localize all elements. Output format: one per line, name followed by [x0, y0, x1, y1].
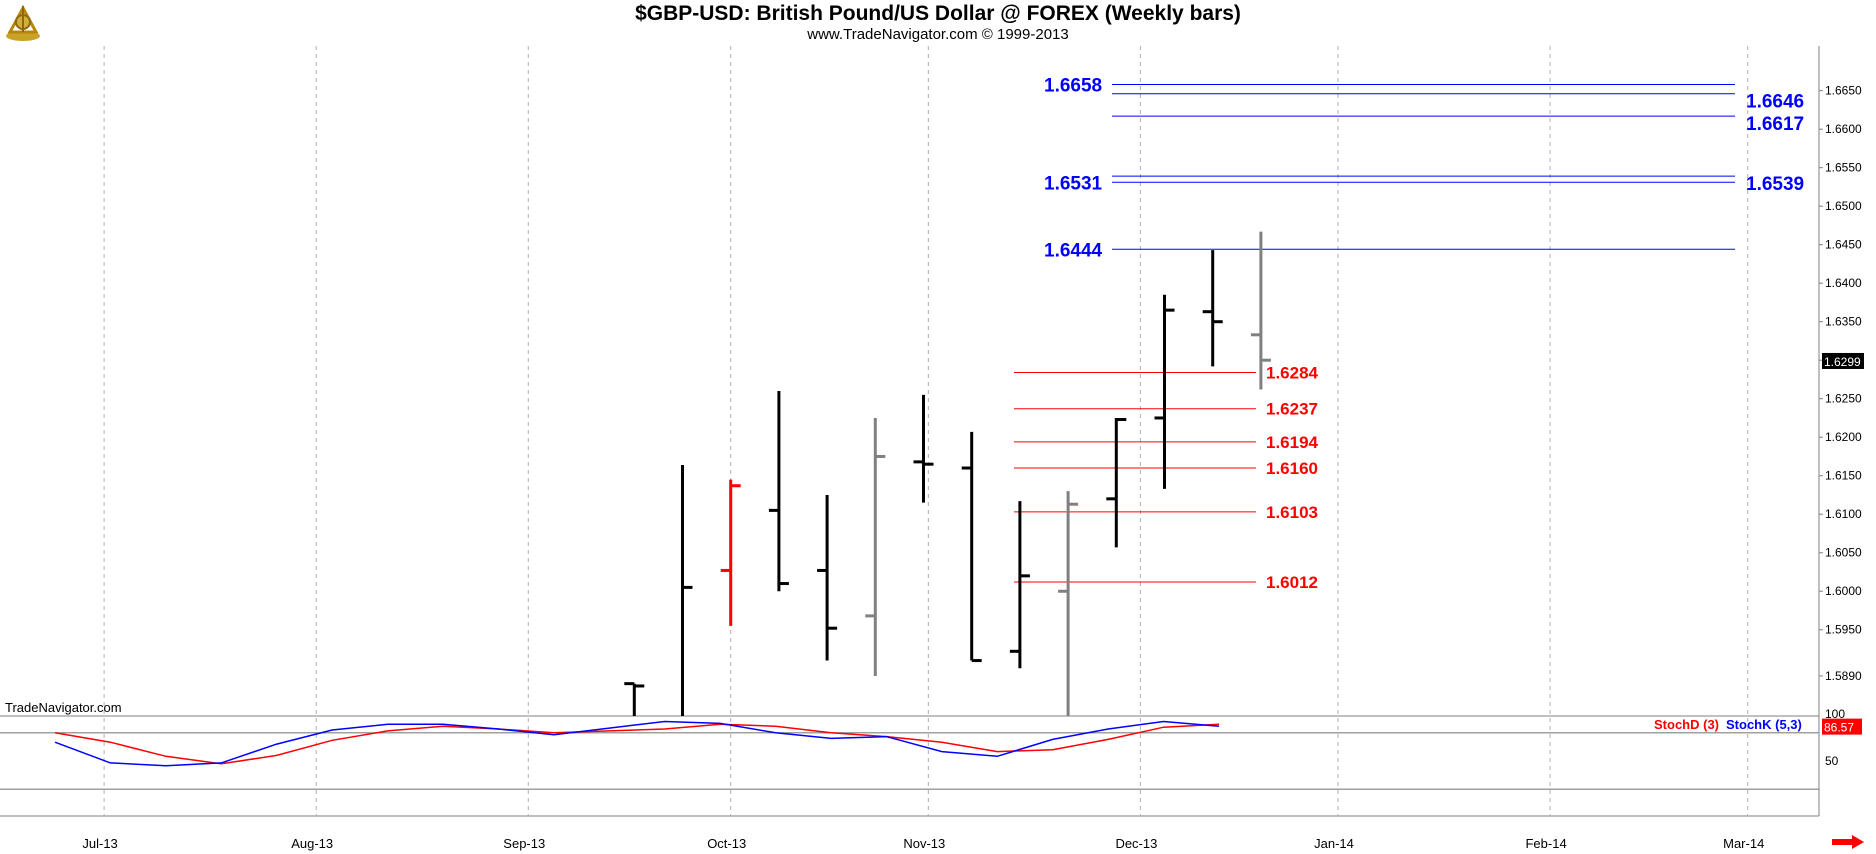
scroll-right-arrow-icon[interactable]: [1830, 834, 1866, 850]
stoch-series-line: [54, 723, 1220, 765]
stoch-series-line: [54, 720, 1220, 767]
x-tick-label: Dec-13: [1115, 836, 1157, 851]
resistance-label: 1.6658: [1044, 76, 1102, 97]
x-tick-label: Aug-13: [291, 836, 333, 851]
support-label: 1.6012: [1266, 573, 1318, 592]
price-tick-label: 1.6650: [1825, 84, 1862, 98]
support-label: 1.6284: [1266, 364, 1319, 383]
support-label: 1.6237: [1266, 400, 1318, 419]
resistance-label: 1.6539: [1746, 174, 1804, 195]
support-label: 1.6160: [1266, 459, 1318, 478]
price-tick-label: 1.6200: [1825, 430, 1862, 444]
chart-subtitle: www.TradeNavigator.com © 1999-2013: [807, 26, 1069, 43]
stoch-tick-label: 100: [1825, 707, 1845, 721]
price-tick-label: 1.6100: [1825, 507, 1862, 521]
resistance-label: 1.6617: [1746, 114, 1804, 135]
price-tick-label: 1.5950: [1825, 623, 1862, 637]
last-price-tag: [1822, 352, 1864, 369]
x-tick-label: Jan-14: [1314, 836, 1354, 851]
legend-stochk: StochK (5,3): [1726, 717, 1802, 732]
price-tick-label: 1.6150: [1825, 469, 1862, 483]
resistance-label: 1.6444: [1044, 240, 1103, 261]
chart-title: $GBP-USD: British Pound/US Dollar @ FORE…: [635, 2, 1241, 25]
price-tick-label: 1.6550: [1825, 161, 1862, 175]
x-tick-label: Mar-14: [1723, 836, 1764, 851]
price-tick-label: 1.6000: [1825, 584, 1862, 598]
gold-sextant-logo-icon: [6, 4, 40, 41]
watermark-text: TradeNavigator.com: [5, 700, 122, 715]
price-tick-label: 1.6250: [1825, 392, 1862, 406]
price-tick-label: 1.6600: [1825, 122, 1862, 136]
resistance-label: 1.6531: [1044, 173, 1103, 194]
x-tick-label: Feb-14: [1525, 836, 1566, 851]
support-label: 1.6103: [1266, 503, 1318, 522]
price-tick-label: 1.6400: [1825, 276, 1862, 290]
stoch-value-label: 86.57: [1824, 721, 1854, 735]
support-label: 1.6194: [1266, 433, 1319, 452]
price-tick-label: 1.6450: [1825, 238, 1862, 252]
price-tick-label: 1.6500: [1825, 199, 1862, 213]
price-tick-label: 1.6050: [1825, 546, 1862, 560]
x-tick-label: Oct-13: [707, 836, 746, 851]
price-tick-label: 1.6350: [1825, 315, 1862, 329]
x-tick-label: Sep-13: [503, 836, 545, 851]
stoch-value-tag: [1822, 718, 1862, 735]
x-tick-label: Nov-13: [903, 836, 945, 851]
x-tick-label: Jul-13: [82, 836, 117, 851]
last-price-label: 1.6299: [1824, 355, 1861, 369]
legend-stochd: StochD (3): [1654, 717, 1719, 732]
stoch-tick-label: 50: [1825, 754, 1839, 768]
resistance-label: 1.6646: [1746, 92, 1804, 113]
chart-header: $GBP-USD: British Pound/US Dollar @ FORE…: [0, 0, 1876, 46]
price-tick-label: 1.5890: [1825, 669, 1862, 683]
plot-background: [0, 46, 1819, 816]
